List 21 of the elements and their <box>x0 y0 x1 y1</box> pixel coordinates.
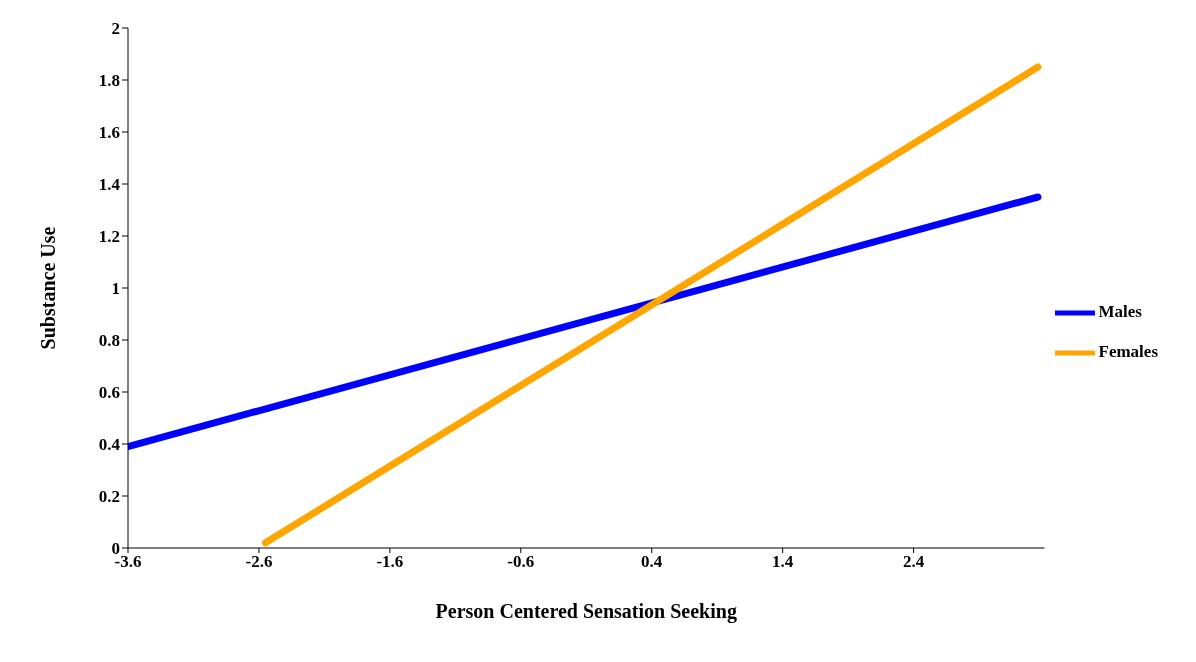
y-tick-label: 0.8 <box>98 331 120 351</box>
y-tick-label: 1.6 <box>98 123 120 143</box>
y-tick-label: 2 <box>111 19 120 39</box>
legend-label: Males <box>1098 301 1142 321</box>
y-tick-label: 0 <box>111 539 120 559</box>
y-tick-label: 1.4 <box>98 175 121 195</box>
x-tick-label: -0.6 <box>507 552 535 572</box>
x-tick-label: 0.4 <box>641 552 663 572</box>
y-axis-title: Substance Use <box>37 226 60 350</box>
y-tick-label: 1.8 <box>98 71 120 91</box>
legend-label: Females <box>1098 341 1158 361</box>
x-tick-label: -1.6 <box>376 552 404 572</box>
y-tick-label: 1 <box>111 279 120 299</box>
y-tick-label: 1.2 <box>98 227 120 247</box>
x-tick-label: -2.6 <box>245 552 273 572</box>
y-tick-label: 0.6 <box>98 383 120 403</box>
x-axis-title: Person Centered Sensation Seeking <box>435 600 737 623</box>
y-tick-label: 0.2 <box>98 487 120 507</box>
x-tick-label: 1.4 <box>772 552 794 572</box>
x-tick-label: 2.4 <box>902 552 925 572</box>
y-tick-label: 0.4 <box>98 435 121 455</box>
